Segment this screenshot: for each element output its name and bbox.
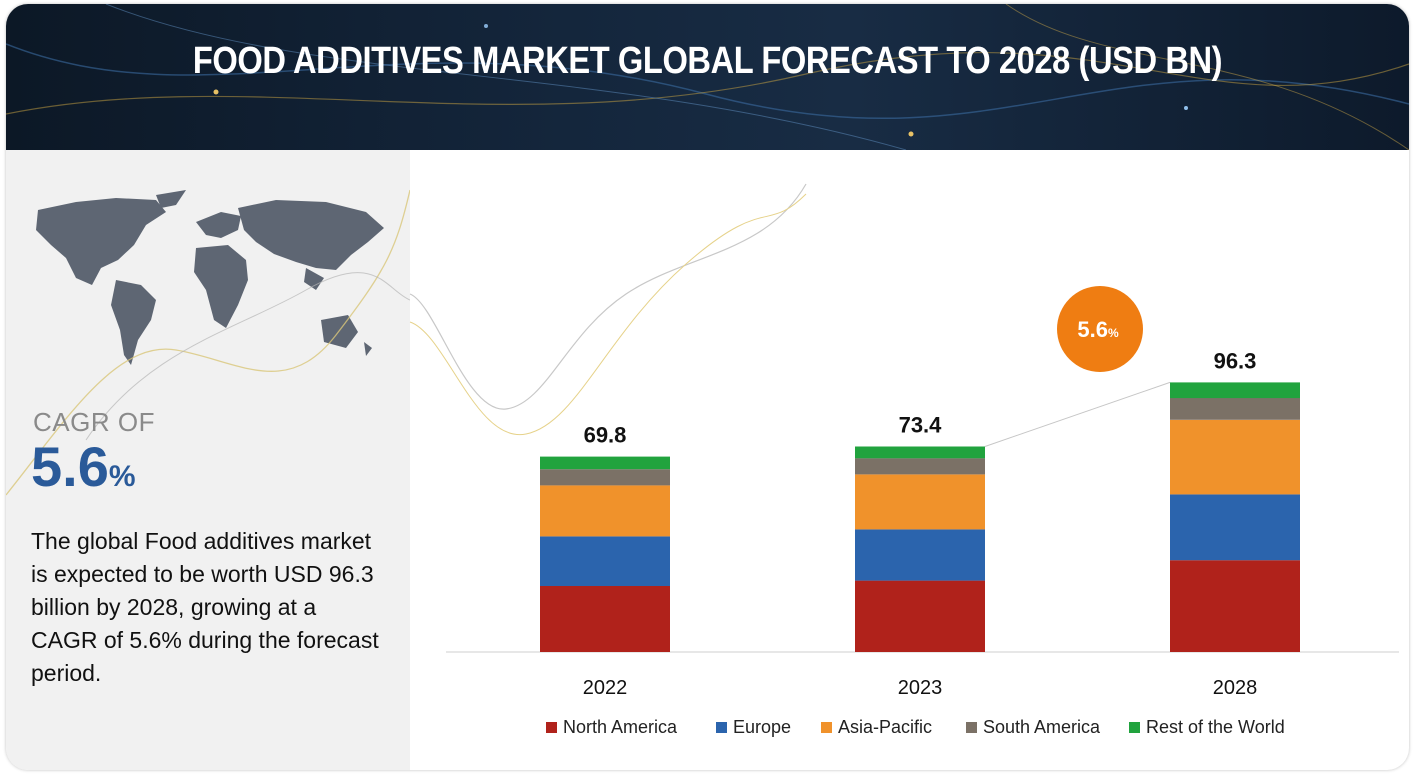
total-label: 96.3: [1214, 348, 1257, 373]
legend-label: Europe: [733, 717, 791, 737]
bar-segment-north-america: [540, 585, 670, 652]
legend-swatch: [966, 722, 977, 733]
bar-segment-europe: [1170, 494, 1300, 561]
legend-label: Asia-Pacific: [838, 717, 932, 737]
bar-segment-asia-pacific: [1170, 419, 1300, 495]
bar-segment-asia-pacific: [855, 474, 985, 530]
bar-segment-europe: [540, 536, 670, 586]
bar-segment-south-america: [1170, 398, 1300, 420]
title-banner: FOOD ADDITIVES MARKET GLOBAL FORECAST TO…: [6, 4, 1409, 150]
market-description: The global Food additives market is expe…: [31, 528, 379, 686]
cagr-badge-circle: [1057, 286, 1143, 372]
bar-segment-north-america: [855, 580, 985, 652]
legend-swatch: [546, 722, 557, 733]
legend-swatch: [1129, 722, 1140, 733]
bar-segment-europe: [855, 529, 985, 581]
bar-segment-south-america: [855, 458, 985, 475]
legend-swatch: [716, 722, 727, 733]
summary-panel: CAGR OF 5.6% The global Food additives m…: [6, 150, 410, 770]
growth-connector-line: [984, 381, 1171, 447]
trend-line-decor: [409, 193, 807, 435]
x-tick-label: 2028: [1213, 677, 1258, 699]
bar-segment-rest-of-the-world: [855, 446, 985, 459]
bar-segment-rest-of-the-world: [540, 456, 670, 470]
banner-light-trails: [6, 4, 1409, 150]
legend-label: South America: [983, 717, 1101, 737]
legend-swatch: [821, 722, 832, 733]
x-tick-label: 2022: [583, 677, 628, 699]
cagr-value: 5.6%: [31, 437, 136, 507]
infographic-card: FOOD ADDITIVES MARKET GLOBAL FORECAST TO…: [6, 4, 1409, 770]
cagr-badge-text: 5.6%: [1077, 317, 1119, 342]
chart-title: FOOD ADDITIVES MARKET GLOBAL FORECAST TO…: [192, 40, 1223, 82]
stacked-bar-chart: 69.8 2022 73.4 2023 96.3 2028 5.6% North Americ…: [409, 183, 1399, 737]
legend-label: Rest of the World: [1146, 717, 1285, 737]
world-map-icon: [6, 189, 410, 496]
bar-segment-rest-of-the-world: [1170, 382, 1300, 399]
legend-label: North America: [563, 717, 678, 737]
cagr-unit: %: [108, 460, 136, 493]
bar-segment-north-america: [1170, 560, 1300, 652]
total-label: 69.8: [584, 423, 627, 448]
x-tick-label: 2023: [898, 677, 943, 699]
bar-segment-asia-pacific: [540, 485, 670, 537]
cagr-number: 5.6: [31, 435, 109, 498]
total-label: 73.4: [899, 413, 943, 438]
cagr-label: CAGR OF: [33, 407, 155, 437]
bar-segment-south-america: [540, 469, 670, 486]
trend-line-decor: [409, 183, 807, 410]
